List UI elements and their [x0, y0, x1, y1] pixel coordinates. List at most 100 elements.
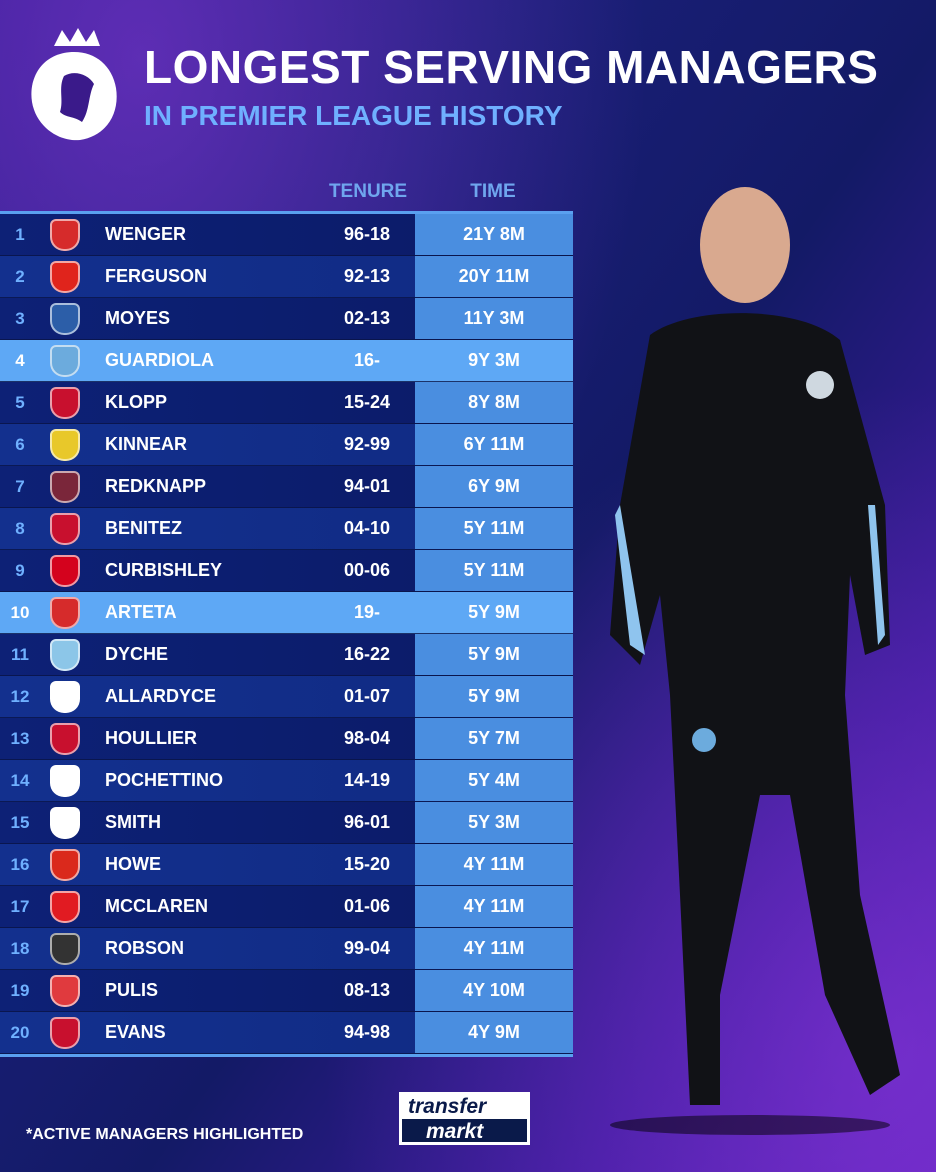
table-row: 14 POCHETTINO 14-19 5Y 4M: [0, 760, 573, 802]
table-row: 19 PULIS 08-13 4Y 10M: [0, 970, 573, 1012]
club-crest-icon: [50, 890, 80, 923]
rank: 18: [10, 938, 30, 958]
table-row: 4 GUARDIOLA 16- 9Y 3M: [0, 340, 573, 382]
tenure: 02-13: [343, 308, 391, 328]
rank: 5: [15, 392, 25, 412]
time-served: 5Y 11M: [415, 508, 573, 549]
rank: 20: [10, 1022, 30, 1042]
time-served: 4Y 10M: [415, 970, 573, 1011]
club-crest-icon: [50, 512, 80, 545]
manager-name: CURBISHLEY: [105, 560, 223, 580]
tenure: 14-19: [343, 770, 391, 790]
rank: 19: [10, 980, 30, 1000]
rank: 7: [15, 476, 25, 496]
table-row: 8 BENITEZ 04-10 5Y 11M: [0, 508, 573, 550]
tenure: 01-07: [343, 686, 391, 706]
rank: 11: [11, 644, 29, 664]
table-row: 13 HOULLIER 98-04 5Y 7M: [0, 718, 573, 760]
time-served: 8Y 8M: [415, 382, 573, 423]
club-crest-icon: [50, 302, 80, 335]
manager-name: HOULLIER: [105, 728, 197, 748]
tenure: 96-18: [343, 224, 391, 244]
table-row: 6 KINNEAR 92-99 6Y 11M: [0, 424, 573, 466]
time-served: 6Y 9M: [415, 466, 573, 507]
time-served: 4Y 11M: [415, 886, 573, 927]
club-crest-icon: [50, 848, 80, 881]
club-crest-icon: [50, 806, 80, 839]
club-crest-icon: [50, 932, 80, 965]
rank: 15: [10, 812, 30, 832]
tenure: 94-01: [343, 476, 391, 496]
manager-name: ROBSON: [105, 938, 185, 958]
rank: 8: [15, 518, 25, 538]
table-row: 7 REDKNAPP 94-01 6Y 9M: [0, 466, 573, 508]
time-served: 5Y 9M: [415, 676, 573, 717]
club-crest-icon: [50, 596, 80, 629]
tenure: 92-99: [343, 434, 391, 454]
rank: 12: [10, 686, 30, 706]
table-row: 10 ARTETA 19- 5Y 9M: [0, 592, 573, 634]
tenure: 94-98: [343, 1022, 391, 1042]
time-served: 9Y 3M: [468, 350, 520, 370]
rank: 13: [10, 728, 30, 748]
time-served: 5Y 3M: [415, 802, 573, 843]
tenure: 15-20: [343, 854, 391, 874]
tenure: 01-06: [343, 896, 391, 916]
tenure: 98-04: [343, 728, 391, 748]
club-crest-icon: [50, 638, 80, 671]
manager-name: PULIS: [105, 980, 159, 1000]
table-row: 20 EVANS 94-98 4Y 9M: [0, 1012, 573, 1054]
time-served: 5Y 9M: [468, 602, 520, 622]
manager-name: GUARDIOLA: [105, 350, 214, 370]
club-crest-icon: [50, 218, 80, 251]
rank: 2: [15, 266, 25, 286]
tenure: 16-22: [343, 644, 391, 664]
footnote: *ACTIVE MANAGERS HIGHLIGHTED: [26, 1126, 304, 1143]
rank: 4: [15, 350, 25, 370]
table-row: 3 MOYES 02-13 11Y 3M: [0, 298, 573, 340]
time-served: 20Y 11M: [415, 256, 573, 297]
tenure: 16-: [353, 350, 380, 370]
table-row: 1 WENGER 96-18 21Y 8M: [0, 214, 573, 256]
manager-name: BENITEZ: [105, 518, 183, 538]
table-row: 5 KLOPP 15-24 8Y 8M: [0, 382, 573, 424]
time-served: 5Y 11M: [415, 550, 573, 591]
tenure: 19-: [353, 602, 380, 622]
page-subtitle: IN PREMIER LEAGUE HISTORY: [144, 100, 563, 131]
table-row: 15 SMITH 96-01 5Y 3M: [0, 802, 573, 844]
brand-top: transfer: [402, 1095, 527, 1119]
rank: 14: [10, 770, 30, 790]
column-header-time: TIME: [470, 181, 516, 202]
time-served: 4Y 9M: [415, 1012, 573, 1053]
manager-name: HOWE: [105, 854, 161, 874]
club-crest-icon: [50, 428, 80, 461]
club-crest-icon: [50, 386, 80, 419]
time-served: 5Y 7M: [415, 718, 573, 759]
time-served: 5Y 4M: [415, 760, 573, 801]
tenure: 15-24: [343, 392, 391, 412]
club-crest-icon: [50, 554, 80, 587]
table-row: 9 CURBISHLEY 00-06 5Y 11M: [0, 550, 573, 592]
manager-name: EVANS: [105, 1022, 166, 1042]
club-crest-icon: [50, 722, 80, 755]
rank: 6: [15, 434, 25, 454]
time-served: 11Y 3M: [415, 298, 573, 339]
club-crest-icon: [50, 764, 80, 797]
table-row: 2 FERGUSON 92-13 20Y 11M: [0, 256, 573, 298]
manager-name: REDKNAPP: [105, 476, 207, 496]
rank: 9: [15, 560, 25, 580]
club-crest-icon: [50, 680, 80, 713]
manager-name: ARTETA: [105, 602, 177, 622]
table-row: 18 ROBSON 99-04 4Y 11M: [0, 928, 573, 970]
page-title: LONGEST SERVING MANAGERS: [144, 41, 879, 93]
time-served: 4Y 11M: [415, 928, 573, 969]
time-served: 4Y 11M: [415, 844, 573, 885]
table-row: 11 DYCHE 16-22 5Y 9M: [0, 634, 573, 676]
time-served: 5Y 9M: [415, 634, 573, 675]
manager-name: FERGUSON: [105, 266, 208, 286]
club-crest-icon: [50, 470, 80, 503]
column-header-tenure: TENURE: [328, 181, 408, 202]
brand-bottom: markt: [426, 1120, 484, 1143]
managers-table: 1 WENGER 96-18 21Y 8M 2 FERGUSON 92-13 20…: [0, 211, 573, 1057]
tenure: 04-10: [343, 518, 391, 538]
